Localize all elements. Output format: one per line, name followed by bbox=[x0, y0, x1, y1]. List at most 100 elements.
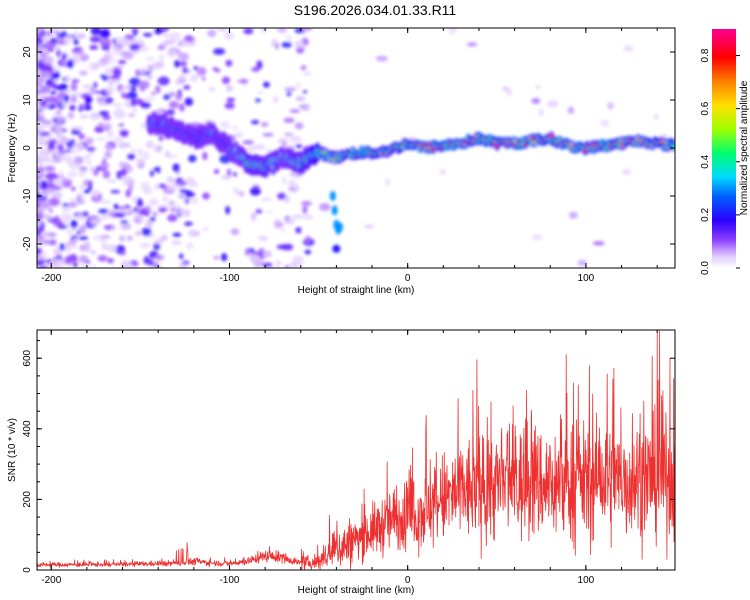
noise-blob bbox=[78, 225, 87, 235]
noise-blob bbox=[120, 142, 132, 148]
noise-blob bbox=[184, 97, 194, 107]
noise-blob bbox=[49, 72, 59, 80]
noise-blob bbox=[222, 76, 230, 85]
noise-blob bbox=[37, 165, 44, 175]
noise-blob bbox=[167, 214, 178, 222]
noise-blob bbox=[118, 251, 127, 256]
noise-blob bbox=[654, 114, 659, 119]
noise-blob bbox=[220, 253, 228, 262]
noise-blob bbox=[106, 244, 118, 253]
noise-blob bbox=[157, 183, 167, 189]
noise-blob bbox=[243, 28, 254, 35]
snr-x-label: Height of straight line (km) bbox=[298, 585, 415, 596]
noise-blob bbox=[139, 83, 147, 92]
colorbar-label: Normalized spectral amplitude bbox=[739, 80, 750, 215]
ridge-tail bbox=[332, 244, 341, 253]
noise-blob bbox=[99, 38, 112, 47]
noise-blob bbox=[69, 149, 80, 153]
noise-blob bbox=[37, 88, 40, 95]
noise-blob bbox=[41, 251, 48, 260]
noise-blob bbox=[91, 194, 103, 203]
noise-blob bbox=[79, 70, 88, 76]
noise-blob bbox=[255, 209, 263, 214]
noise-blob bbox=[54, 43, 61, 51]
noise-blob bbox=[46, 232, 57, 237]
noise-blob bbox=[75, 34, 83, 40]
noise-blob bbox=[61, 60, 68, 65]
noise-blob bbox=[221, 174, 231, 180]
noise-blob bbox=[88, 62, 99, 71]
noise-blob bbox=[102, 157, 107, 166]
noise-blob bbox=[233, 187, 239, 195]
noise-blob bbox=[448, 28, 457, 34]
noise-blob bbox=[246, 144, 256, 153]
noise-blob bbox=[102, 170, 111, 179]
noise-blob bbox=[466, 42, 478, 47]
noise-blob bbox=[37, 247, 43, 255]
noise-blob bbox=[71, 79, 80, 83]
noise-blob bbox=[567, 106, 575, 115]
noise-blob bbox=[39, 200, 51, 209]
noise-blob bbox=[128, 183, 134, 192]
noise-blob bbox=[301, 200, 312, 207]
noise-blob bbox=[288, 187, 297, 191]
noise-blob bbox=[60, 155, 73, 163]
snr-y-tick-label: 0 bbox=[22, 567, 33, 573]
noise-blob bbox=[140, 182, 150, 191]
noise-blob bbox=[179, 188, 188, 193]
noise-blob bbox=[107, 79, 116, 85]
noise-blob bbox=[109, 75, 121, 80]
noise-blob bbox=[41, 120, 53, 124]
noise-blob bbox=[45, 258, 53, 264]
noise-blob bbox=[48, 149, 60, 155]
noise-blob bbox=[74, 91, 81, 98]
noise-blob bbox=[260, 197, 273, 201]
noise-blob bbox=[187, 229, 198, 238]
noise-blob bbox=[102, 115, 111, 121]
noise-blob bbox=[251, 212, 256, 222]
noise-blob bbox=[111, 227, 117, 231]
noise-blob bbox=[37, 161, 45, 167]
snr-series-line bbox=[37, 330, 675, 570]
noise-blob bbox=[288, 265, 299, 268]
noise-blob bbox=[179, 103, 185, 112]
noise-blob bbox=[102, 122, 112, 130]
ridge-tail bbox=[329, 191, 336, 201]
noise-blob bbox=[260, 28, 268, 33]
noise-blob bbox=[56, 264, 63, 268]
noise-blob bbox=[258, 235, 269, 241]
noise-blob bbox=[273, 96, 279, 103]
noise-blob bbox=[183, 43, 195, 47]
snr-y-tick-label: 600 bbox=[22, 349, 33, 366]
noise-blob bbox=[37, 80, 42, 88]
noise-blob bbox=[118, 123, 125, 127]
noise-blob bbox=[255, 98, 261, 103]
noise-blob bbox=[69, 243, 77, 249]
noise-blob bbox=[179, 74, 185, 80]
snr-x-tick-label: 0 bbox=[405, 575, 411, 586]
noise-blob bbox=[59, 170, 64, 175]
noise-blob bbox=[58, 129, 64, 138]
noise-blob bbox=[119, 220, 129, 224]
noise-blob bbox=[83, 154, 92, 160]
noise-blob bbox=[85, 160, 92, 165]
snr-y-ticks: 0 200 400 600 bbox=[22, 340, 675, 573]
spectrogram-y-tick-label: 10 bbox=[22, 94, 33, 106]
noise-blob bbox=[183, 36, 195, 42]
noise-blob bbox=[93, 169, 99, 176]
noise-blob bbox=[72, 238, 79, 244]
noise-blob bbox=[171, 240, 182, 246]
noise-blob bbox=[158, 135, 164, 142]
noise-blob bbox=[47, 48, 55, 52]
noise-blob bbox=[60, 102, 69, 107]
noise-blob bbox=[56, 40, 67, 45]
noise-blob bbox=[53, 247, 61, 256]
noise-blob bbox=[56, 108, 62, 116]
noise-blob bbox=[159, 54, 165, 63]
noise-blob bbox=[70, 82, 78, 92]
noise-blob bbox=[83, 179, 89, 188]
noise-blob bbox=[167, 154, 178, 159]
noise-blob bbox=[93, 81, 98, 89]
spectrogram-y-tick-label: 0 bbox=[22, 145, 33, 151]
